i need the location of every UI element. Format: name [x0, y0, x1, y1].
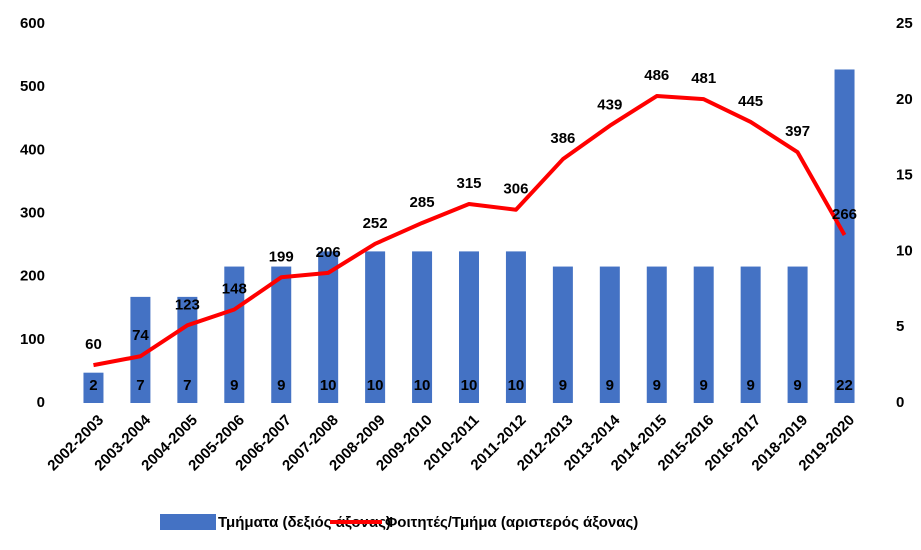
line-value-label: 74: [132, 327, 149, 344]
y2-tick-label: 20: [896, 91, 913, 108]
bar: [365, 251, 386, 403]
line-value-label: 481: [691, 70, 716, 87]
line-value-label: 148: [222, 280, 247, 297]
legend-swatch: [160, 514, 216, 530]
y-tick-label: 100: [20, 331, 45, 348]
line: [93, 94, 847, 368]
y-tick-label: 200: [20, 268, 45, 285]
y-tick-label: 500: [20, 78, 45, 95]
bar: [834, 69, 855, 403]
bar: [599, 266, 620, 403]
bar: [646, 266, 667, 403]
bar: [787, 266, 808, 403]
bar: [412, 251, 433, 403]
bar-value-label: 10: [414, 377, 431, 394]
bar: [130, 296, 151, 403]
line-value-label: 199: [269, 248, 294, 265]
bar-value-label: 9: [653, 377, 661, 394]
bar-value-label: 9: [559, 377, 567, 394]
bar-value-label: 9: [230, 377, 238, 394]
y2-tick-label: 0: [896, 394, 904, 411]
line-value-label: 306: [503, 181, 528, 198]
bar-value-label: 10: [320, 377, 337, 394]
line-value-label: 439: [597, 97, 622, 114]
line-value-label: 386: [550, 130, 575, 147]
line-value-label: 285: [410, 194, 435, 211]
bar: [740, 266, 761, 403]
y-tick-label: 0: [37, 394, 45, 411]
bar-value-label: 7: [136, 377, 144, 394]
y2-tick-label: 10: [896, 242, 913, 259]
bar: [83, 372, 104, 403]
bar-value-label: 2: [89, 377, 97, 394]
y2-tick-label: 15: [896, 167, 913, 184]
y2-tick-label: 25: [896, 15, 913, 32]
y-tick-label: 600: [20, 15, 45, 32]
bar: [318, 251, 339, 403]
bar-value-label: 10: [461, 377, 478, 394]
line-value-label: 266: [832, 206, 857, 223]
bar: [271, 266, 292, 403]
bar-value-label: 9: [277, 377, 285, 394]
legend-label: Τμήματα (δεξιός άξονας): [218, 514, 391, 531]
y2-tick-label: 5: [896, 318, 904, 335]
line-value-label: 486: [644, 67, 669, 84]
line-value-label: 397: [785, 123, 810, 140]
bar-value-label: 9: [700, 377, 708, 394]
bar: [552, 266, 573, 403]
line-value-label: 445: [738, 93, 763, 110]
bar-value-label: 9: [793, 377, 801, 394]
bar-value-label: 9: [746, 377, 754, 394]
bar: [224, 266, 245, 403]
bar-value-label: 10: [367, 377, 384, 394]
line-value-label: 252: [363, 215, 388, 232]
legend-label: Φοιτητές/Τμήμα (αριστερός άξονας): [385, 514, 638, 531]
bar-value-label: 9: [606, 377, 614, 394]
y-tick-label: 300: [20, 204, 45, 221]
line-value-label: 60: [85, 336, 102, 353]
line-value-label: 123: [175, 296, 200, 313]
bar: [505, 251, 526, 403]
line-value-label: 206: [316, 244, 341, 261]
bar: [459, 251, 479, 403]
bar-value-label: 10: [508, 377, 525, 394]
bar: [693, 266, 714, 403]
bar-value-label: 22: [836, 377, 853, 394]
y-tick-label: 400: [20, 141, 45, 158]
line-value-label: 315: [456, 175, 481, 192]
bar-value-label: 7: [183, 377, 191, 394]
